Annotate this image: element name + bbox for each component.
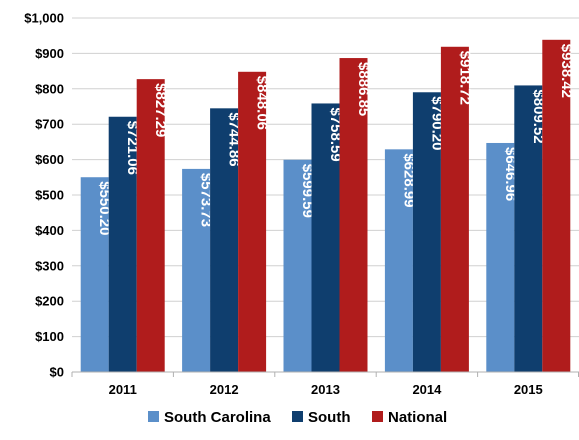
bar: [182, 168, 211, 372]
y-tick-label: $200: [35, 294, 64, 309]
y-tick-label: $1,000: [24, 11, 64, 26]
bar: [80, 177, 109, 372]
x-tick-label: 2013: [311, 382, 340, 397]
legend-swatch: [148, 411, 159, 422]
y-tick-label: $900: [35, 46, 64, 61]
legend: South Carolina South National: [148, 409, 447, 426]
legend-swatch: [372, 411, 383, 422]
data-label: $886.85: [355, 62, 372, 116]
bars: $550.20$721.06$827.29$573.73$744.86$848.…: [80, 39, 575, 373]
bar: [440, 46, 469, 372]
bar: [136, 79, 165, 372]
data-label: $918.72: [456, 51, 473, 105]
y-tick-label: $600: [35, 152, 64, 167]
y-tick-label: $400: [35, 223, 64, 238]
bar: [238, 71, 267, 373]
y-tick-label: $500: [35, 188, 64, 203]
bar: [108, 116, 137, 373]
legend-label: National: [388, 409, 447, 426]
x-tick-label: 2014: [412, 382, 442, 397]
bar: [311, 103, 340, 372]
bar: [514, 85, 543, 372]
bar: [210, 108, 239, 373]
data-label: $827.29: [152, 83, 169, 137]
x-tick-label: 2015: [514, 382, 543, 397]
y-tick-label: $0: [50, 365, 64, 380]
data-label: $848.06: [254, 76, 271, 130]
x-tick-label: 2012: [210, 382, 239, 397]
axes: $0 $100 $200 $300 $400 $500 $600 $700 $800 $900 $1…: [24, 11, 579, 397]
y-tick-label: $300: [35, 258, 64, 273]
bar: [486, 142, 515, 372]
x-tick-label: 2011: [109, 382, 137, 397]
legend-label: South: [308, 409, 351, 426]
data-label: $938.42: [558, 44, 575, 98]
bar: [384, 149, 413, 372]
legend-swatch: [292, 411, 303, 422]
y-tick-label: $100: [35, 329, 64, 344]
y-tick-label: $800: [35, 81, 64, 96]
bar: [283, 159, 312, 372]
y-tick-label: $700: [35, 117, 64, 132]
legend-label: South Carolina: [164, 409, 271, 426]
bar: [339, 58, 368, 372]
bar: [542, 39, 571, 373]
bar: [412, 92, 441, 373]
